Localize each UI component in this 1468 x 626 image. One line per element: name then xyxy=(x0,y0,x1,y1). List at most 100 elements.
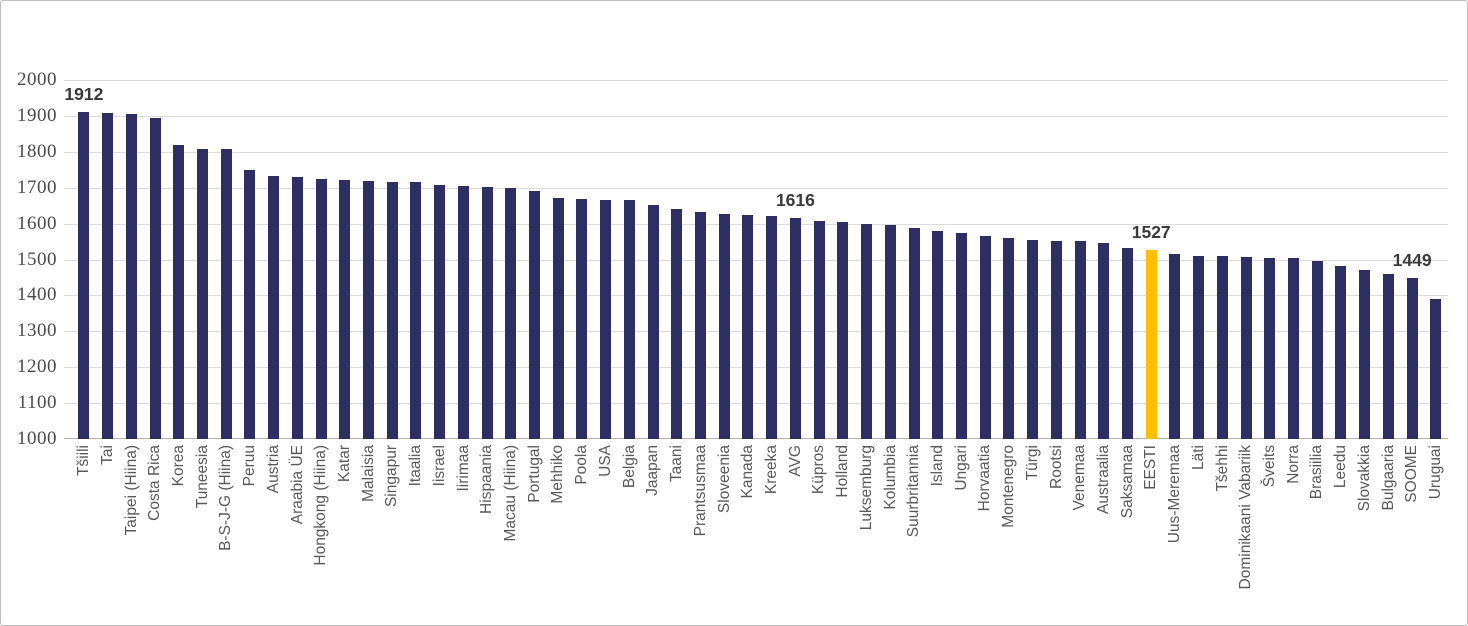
bar xyxy=(718,214,730,439)
bar xyxy=(932,230,944,439)
bar xyxy=(1359,270,1371,439)
bar-slot xyxy=(736,80,760,439)
bar-slot xyxy=(570,80,594,439)
category-label: Kanada xyxy=(739,445,757,499)
bar xyxy=(837,221,849,439)
bar xyxy=(196,148,208,439)
category-label-cell: Poola xyxy=(570,445,594,621)
bar-slot xyxy=(285,80,309,439)
bar-slot xyxy=(1068,80,1092,439)
category-label: Prantsusmaa xyxy=(691,445,709,537)
bar xyxy=(410,182,422,439)
category-label: Austraalia xyxy=(1095,445,1113,514)
category-label-cell: Tšiili xyxy=(72,445,96,621)
x-axis-category-labels: Tšiili Tai Taipei (Hiina) Costa Rica Korea Tu… xyxy=(72,445,1448,621)
bar-slot xyxy=(309,80,333,439)
gridline xyxy=(64,223,1448,225)
category-label-cell: Slovakkia xyxy=(1353,445,1377,621)
category-label: Bulgaaria xyxy=(1379,445,1397,511)
bar xyxy=(78,111,90,439)
category-label: Leedu xyxy=(1332,445,1350,489)
category-label: EESTI xyxy=(1142,445,1160,490)
bar xyxy=(1216,255,1228,439)
category-label-cell: Venemaa xyxy=(1068,445,1092,621)
category-label: Belgia xyxy=(620,445,638,489)
bar-slot xyxy=(238,80,262,439)
bar-slot xyxy=(357,80,381,439)
category-label: Küpros xyxy=(810,445,828,495)
category-label: Iisrael xyxy=(430,445,448,487)
bar xyxy=(1027,239,1039,439)
bar xyxy=(1003,237,1015,439)
bar-slot xyxy=(499,80,523,439)
category-label: Jaapan xyxy=(644,445,662,496)
category-label-cell: Peruu xyxy=(238,445,262,621)
category-label: Luksemburg xyxy=(857,445,875,531)
bar xyxy=(671,209,683,439)
bar xyxy=(457,186,469,439)
bar-slot xyxy=(902,80,926,439)
category-label-cell: B-S-J-G (Hiina) xyxy=(214,445,238,621)
bar-slot: 1449 xyxy=(1393,80,1432,439)
gridline xyxy=(64,115,1448,117)
category-label: Katar xyxy=(336,445,354,483)
category-label-cell: USA xyxy=(594,445,618,621)
bar-slot xyxy=(1187,80,1211,439)
category-label: Korea xyxy=(169,445,187,487)
category-label-cell: Kreeka xyxy=(760,445,784,621)
bar xyxy=(125,113,137,439)
category-label-cell: Hispaania xyxy=(475,445,499,621)
bar xyxy=(1240,257,1252,439)
category-label-cell: Taani xyxy=(665,445,689,621)
category-label-cell: Rootsi xyxy=(1044,445,1068,621)
category-label: Suurbritannia xyxy=(905,445,923,538)
bar-slot xyxy=(1021,80,1045,439)
category-label-cell: Itaalia xyxy=(404,445,428,621)
bar-slot xyxy=(191,80,215,439)
bar-slot xyxy=(1258,80,1282,439)
bar-slot xyxy=(641,80,665,439)
category-label: Kreeka xyxy=(762,445,780,495)
category-label-cell: Malaisia xyxy=(357,445,381,621)
bar xyxy=(576,198,588,439)
y-tick-label: 1100 xyxy=(17,392,57,414)
bar xyxy=(1430,299,1442,439)
bar xyxy=(220,149,232,439)
gridline xyxy=(64,331,1448,333)
bar-slot xyxy=(1116,80,1140,439)
category-label-cell: Luksemburg xyxy=(855,445,879,621)
bar xyxy=(1074,241,1086,439)
category-label-cell: Montenegro xyxy=(997,445,1021,621)
category-label-cell: Tuneesia xyxy=(191,445,215,621)
category-label-cell: Suurbritannia xyxy=(902,445,926,621)
category-label-cell: Küpros xyxy=(807,445,831,621)
category-label: B-S-J-G (Hiina) xyxy=(217,445,235,551)
category-label-cell: Hongkong (Hiina) xyxy=(309,445,333,621)
gridline xyxy=(64,80,1448,81)
category-label: Island xyxy=(928,445,946,487)
bar xyxy=(1193,255,1205,439)
bar-slot xyxy=(997,80,1021,439)
bar xyxy=(695,212,707,439)
bar-slot xyxy=(831,80,855,439)
category-label-cell: Singapur xyxy=(380,445,404,621)
bar-slot xyxy=(428,80,452,439)
category-label-cell: Jaapan xyxy=(641,445,665,621)
bar-slot xyxy=(807,80,831,439)
category-label-cell: EESTI xyxy=(1139,445,1163,621)
category-label-cell: Island xyxy=(926,445,950,621)
category-label-cell: Sloveenia xyxy=(712,445,736,621)
bar-slot xyxy=(712,80,736,439)
bar-slot xyxy=(1377,80,1401,439)
category-label-cell: Mehhiko xyxy=(546,445,570,621)
category-label-cell: Portugal xyxy=(523,445,547,621)
bar xyxy=(861,224,873,439)
bar-slot xyxy=(1329,80,1353,439)
category-label-cell: Belgia xyxy=(618,445,642,621)
y-tick-label: 1300 xyxy=(17,320,57,342)
bar xyxy=(600,199,612,439)
bar-slot xyxy=(96,80,120,439)
bar xyxy=(908,228,920,439)
bar xyxy=(386,181,398,439)
bar-slot: 1527 xyxy=(1132,80,1171,439)
